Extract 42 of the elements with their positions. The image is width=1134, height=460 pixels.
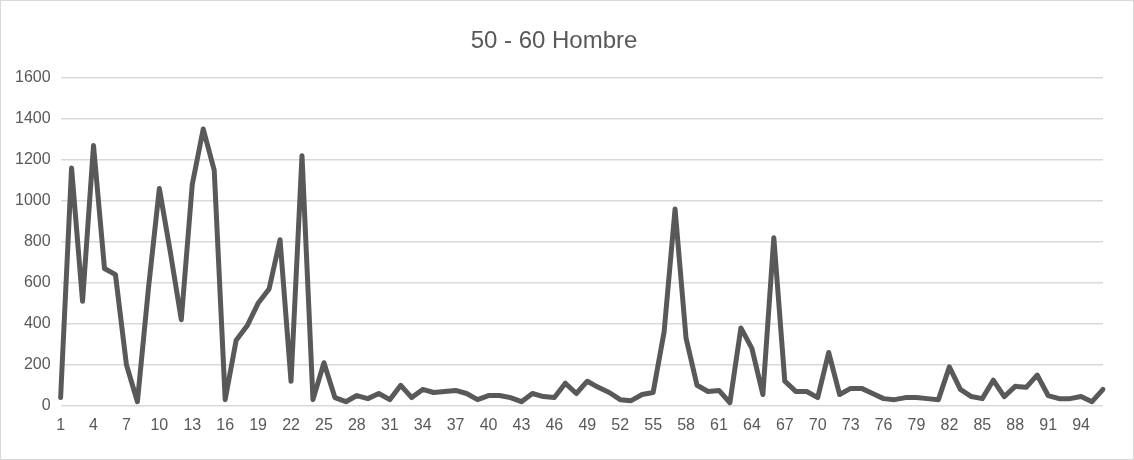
x-tick-label: 25: [315, 415, 333, 433]
y-tick-label: 400: [23, 314, 51, 332]
x-tick-label: 13: [183, 415, 202, 433]
x-tick-label: 64: [742, 415, 761, 433]
x-tick-label: 76: [874, 415, 893, 433]
x-tick-label: 40: [479, 415, 498, 433]
x-tick-label: 58: [677, 415, 696, 433]
x-tick-label: 52: [611, 415, 630, 433]
y-tick-label: 600: [23, 273, 51, 291]
x-tick-label: 79: [907, 415, 926, 433]
x-tick-label: 73: [841, 415, 860, 433]
x-tick-label: 19: [249, 415, 268, 433]
x-tick-label: 7: [121, 415, 131, 433]
x-tick-label: 70: [808, 415, 827, 433]
x-tick-label: 10: [150, 415, 169, 433]
y-tick-label: 200: [23, 355, 51, 373]
x-tick-label: 94: [1072, 415, 1091, 433]
x-tick-label: 31: [380, 415, 399, 433]
y-tick-label: 800: [23, 232, 51, 250]
x-tick-label: 55: [644, 415, 663, 433]
y-tick-label: 1000: [15, 191, 51, 209]
x-tick-label: 85: [973, 415, 992, 433]
x-tick-label: 43: [512, 415, 531, 433]
y-tick-label: 0: [41, 396, 51, 414]
x-tick-label: 82: [940, 415, 959, 433]
x-tick-label: 67: [775, 415, 794, 433]
x-tick-label: 34: [413, 415, 432, 433]
y-tick-label: 1400: [15, 109, 51, 127]
x-tick-label: 37: [446, 415, 465, 433]
x-tick-label: 91: [1039, 415, 1058, 433]
y-tick-label: 1600: [15, 68, 51, 86]
x-tick-label: 88: [1006, 415, 1025, 433]
x-tick-label: 22: [282, 415, 301, 433]
y-tick-label: 1200: [15, 150, 51, 168]
x-tick-label: 4: [89, 415, 99, 433]
x-tick-label: 16: [216, 415, 235, 433]
x-tick-label: 1: [56, 415, 66, 433]
x-tick-label: 28: [347, 415, 366, 433]
x-tick-label: 61: [710, 415, 728, 433]
x-tick-label: 49: [578, 415, 597, 433]
x-tick-label: 46: [545, 415, 564, 433]
chart-title: 50 - 60 Hombre: [470, 26, 638, 54]
